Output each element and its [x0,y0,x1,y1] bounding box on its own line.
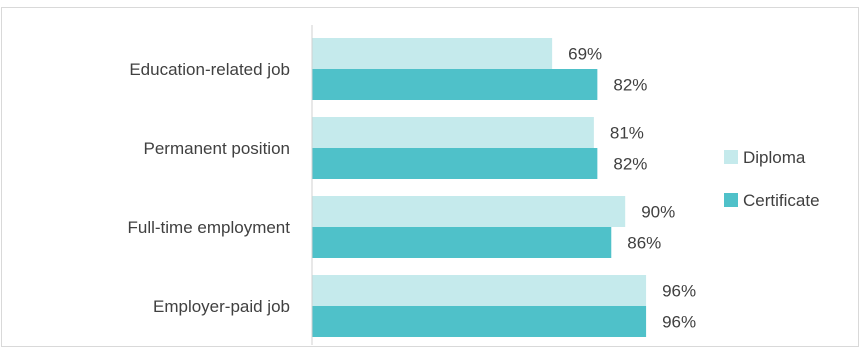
category-label: Employer-paid job [153,297,290,316]
data-label: 81% [610,124,644,143]
legend-swatch-diploma [724,150,738,164]
category-label: Permanent position [144,139,290,158]
bar-diploma [312,117,594,148]
bars-group [312,38,647,337]
data-label: 96% [662,282,696,301]
category-label: Full-time employment [128,218,291,237]
data-label: 90% [641,203,675,222]
data-label: 82% [613,155,647,174]
value-labels: 69% 82% 81% 82% 90% 86% 96% 96% [568,45,696,332]
legend-swatch-certificate [724,193,738,207]
bar-diploma [312,275,647,306]
category-label: Education-related job [129,60,290,79]
data-label: 86% [627,234,661,253]
category-labels: Education-related job Permanent position F… [128,60,291,316]
data-label: 82% [613,76,647,95]
legend: Diploma Certificate [724,148,820,210]
bar-certificate [312,227,612,258]
bar-certificate [312,148,598,179]
legend-label: Certificate [743,191,820,210]
data-label: 96% [662,313,696,332]
bar-certificate [312,69,598,100]
data-label: 69% [568,45,602,64]
bar-diploma [312,38,553,69]
bar-certificate [312,306,647,337]
legend-label: Diploma [743,148,806,167]
bar-diploma [312,196,626,227]
